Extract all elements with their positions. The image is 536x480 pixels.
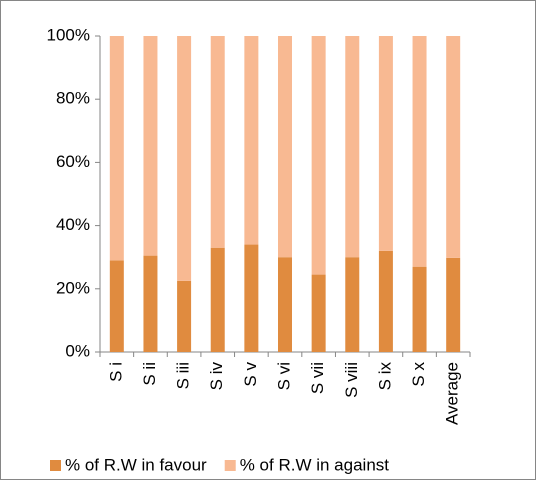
y-tick-label: 0%: [65, 341, 90, 360]
bar-segment: [278, 257, 292, 352]
x-tick-label: S vii: [308, 362, 327, 394]
bar-segment: [210, 247, 225, 352]
legend-swatch: [50, 460, 61, 471]
y-tick-label: 40%: [56, 215, 90, 234]
legend-label: % of R.W in against: [240, 455, 390, 474]
bar-segment: [109, 260, 124, 352]
bar-segment: [446, 257, 461, 352]
x-tick-label: S ix: [375, 362, 394, 391]
y-tick-label: 100%: [47, 25, 90, 44]
legend-label: % of R.W in favour: [65, 455, 207, 474]
bar-segment: [278, 36, 292, 258]
x-tick-label: S ii: [140, 362, 159, 386]
bar-segment: [210, 36, 225, 248]
bar-segment: [143, 36, 158, 256]
x-tick-label: Average: [443, 362, 462, 425]
x-tick-label: S i: [106, 362, 125, 382]
y-tick-label: 80%: [56, 89, 90, 108]
y-tick-label: 60%: [56, 152, 90, 171]
bar-segment: [311, 274, 326, 352]
x-tick-label: S vi: [274, 362, 293, 390]
bar-segment: [345, 257, 360, 352]
bar-segment: [177, 280, 192, 352]
bar-segment: [109, 36, 124, 261]
bar-segment: [378, 36, 393, 251]
x-tick-label: S iv: [207, 362, 226, 391]
bar-segment: [412, 266, 427, 352]
x-tick-label: S x: [409, 362, 428, 387]
y-tick-label: 20%: [56, 278, 90, 297]
bar-segment: [345, 36, 360, 258]
x-tick-label: S iii: [174, 362, 193, 389]
bar-segment: [244, 36, 259, 245]
bar-segment: [412, 36, 427, 267]
bar-segment: [446, 36, 461, 258]
x-tick-label: S viii: [342, 362, 361, 398]
bar-segment: [244, 244, 259, 352]
bar-segment: [143, 255, 158, 352]
x-tick-label: S v: [241, 362, 260, 387]
bar-segment: [378, 250, 393, 352]
bar-segment: [177, 36, 192, 281]
bar-segment: [311, 36, 326, 275]
legend-swatch: [224, 460, 236, 471]
